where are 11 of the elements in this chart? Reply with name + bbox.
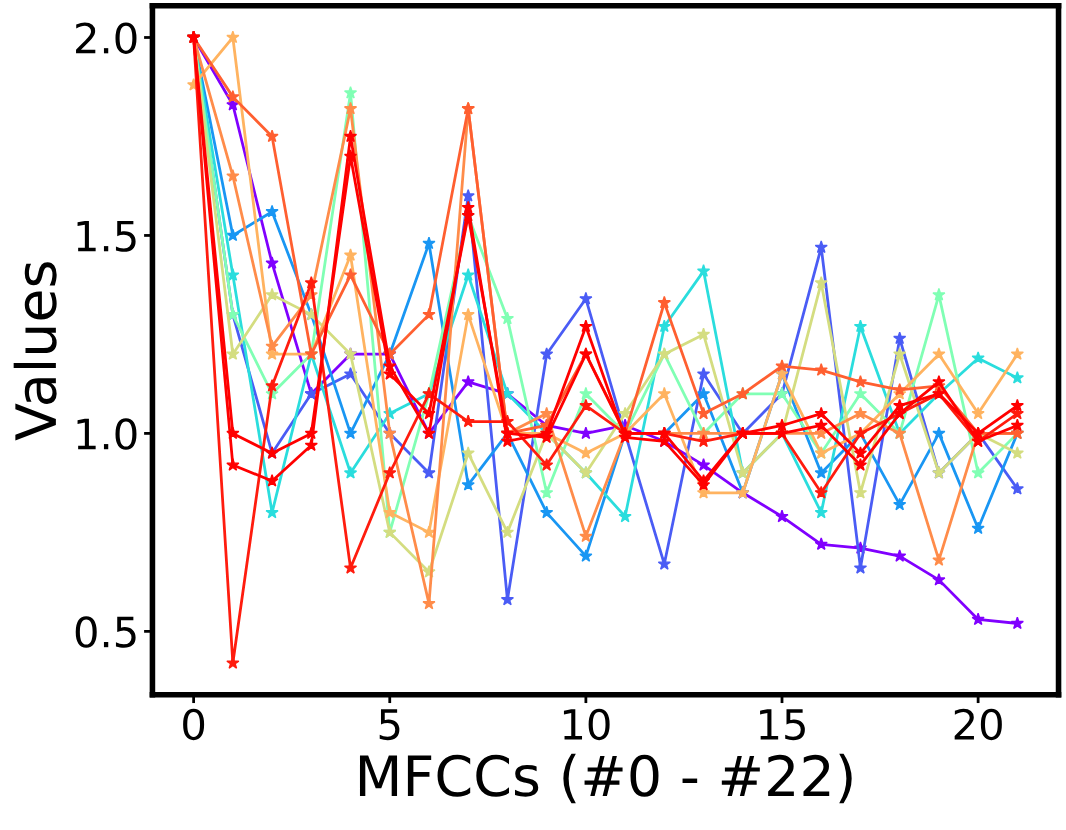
y-tick-label: 1.5 <box>77 220 136 252</box>
y-tick-label: 0.5 <box>75 616 136 648</box>
y-tick-label: 2.0 <box>76 22 137 54</box>
x-tick-label: 15 <box>760 709 805 741</box>
x-axis-title: MFCCs (#0 - #22) <box>359 753 852 804</box>
x-tick-label: 10 <box>563 708 610 741</box>
y-tick-label: 1.0 <box>77 418 137 450</box>
x-tick-label: 20 <box>954 708 1002 741</box>
x-tick-label: 0 <box>183 708 205 741</box>
y-axis-title: Values <box>13 262 57 441</box>
x-tick-label: 5 <box>379 709 400 741</box>
